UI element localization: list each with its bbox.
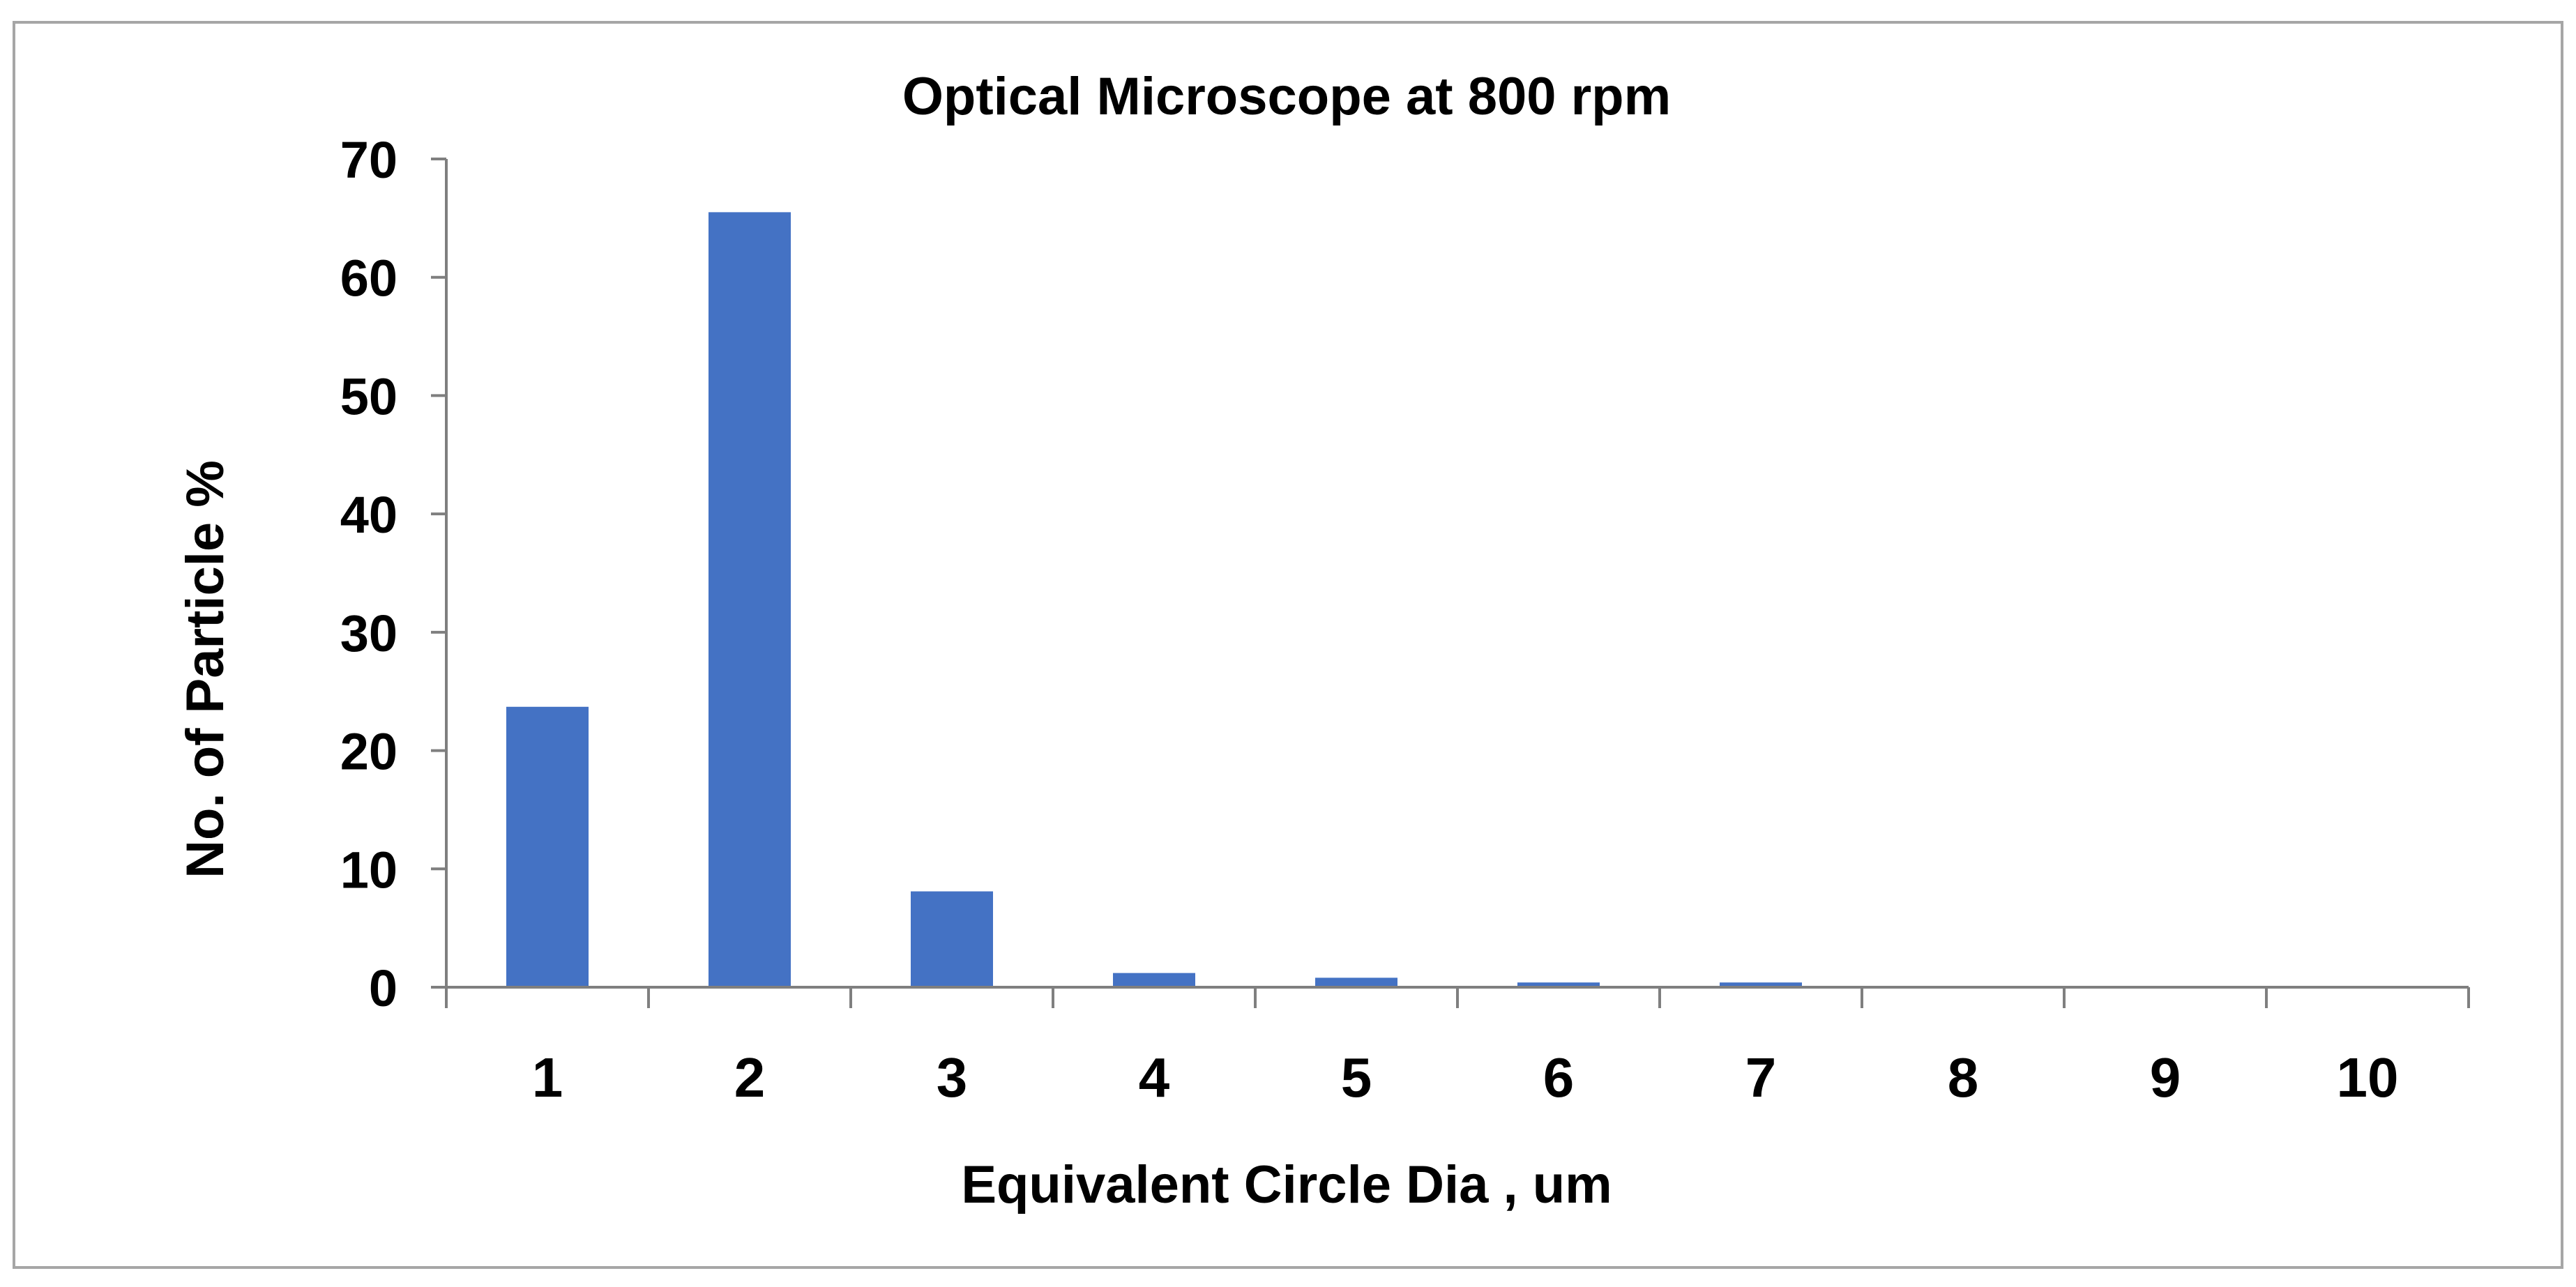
x-tick-label: 4 (1139, 1046, 1170, 1109)
x-tick-label: 5 (1341, 1046, 1372, 1109)
chart-title: Optical Microscope at 800 rpm (902, 67, 1671, 126)
bar-4 (1113, 973, 1195, 987)
x-axis-ticks: 1 2 3 4 5 6 7 8 9 10 (445, 987, 2470, 1109)
y-tick-label: 50 (340, 367, 397, 425)
x-tick-label: 8 (1948, 1046, 1979, 1109)
bar-6 (1517, 982, 1600, 987)
y-tick-label: 40 (340, 486, 397, 544)
bar-7 (1720, 982, 1802, 987)
bar-1 (506, 706, 589, 987)
y-tick-label: 30 (340, 604, 397, 662)
bar-5 (1315, 977, 1397, 987)
y-tick-label: 20 (340, 723, 397, 781)
bar-2 (709, 212, 791, 987)
x-axis-label: Equivalent Circle Dia , um (961, 1155, 1612, 1214)
bars (506, 212, 1802, 987)
x-tick-label: 1 (532, 1046, 563, 1109)
chart-border (13, 21, 2563, 1269)
y-tick-label: 60 (340, 250, 397, 307)
x-tick-label: 6 (1543, 1046, 1575, 1109)
y-tick-label: 10 (340, 841, 397, 899)
bar-3 (911, 891, 993, 987)
x-tick-label: 2 (734, 1046, 766, 1109)
x-tick-label: 10 (2337, 1046, 2399, 1109)
y-tick-label: 0 (369, 959, 397, 1017)
x-tick-label: 3 (937, 1046, 968, 1109)
y-axis-ticks: 0 10 20 30 40 50 60 70 (340, 131, 446, 1017)
y-tick-label: 70 (340, 131, 397, 189)
x-tick-label: 9 (2150, 1046, 2181, 1109)
x-tick-label: 7 (1745, 1046, 1777, 1109)
y-axis-label: No. of Particle % (176, 460, 235, 878)
